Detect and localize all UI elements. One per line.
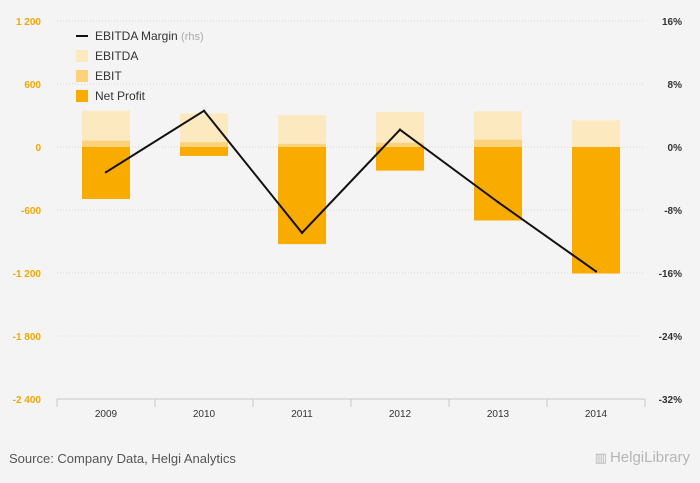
y-left-tick-label: -2 400 — [13, 395, 42, 406]
x-tick-label: 2009 — [95, 409, 118, 420]
bar-series — [82, 110, 620, 274]
grid-lines — [57, 20, 645, 400]
x-tick-label: 2012 — [389, 409, 412, 420]
ebitda-margin-point — [202, 109, 206, 112]
y-left-tick-label: 1 200 — [16, 17, 41, 28]
ebitda-margin-point — [300, 231, 304, 235]
y-right-tick-label: 8% — [668, 80, 683, 91]
logo-text: HelgiLibrary — [609, 449, 690, 466]
legend-swatch-ebitda — [76, 50, 88, 62]
legend-label-ebitda-margin: EBITDA Margin (rhs) — [95, 29, 204, 43]
y-right-tick-label: -24% — [659, 332, 682, 343]
legend-swatch-ebit — [76, 70, 88, 82]
ebitda-margin-point — [104, 171, 108, 174]
y-left-tick-label: -1 800 — [13, 332, 42, 343]
bar-ebitda — [278, 114, 326, 147]
y-right-tick-label: -16% — [659, 269, 682, 280]
bar-ebit — [474, 139, 522, 147]
y-left-tick-label: 600 — [24, 80, 41, 91]
y-left-tick-label: -1 200 — [13, 269, 42, 280]
y-right-tick-label: 0% — [668, 143, 683, 154]
library-icon: ▥ — [594, 449, 607, 465]
margin-line-series — [104, 109, 598, 273]
y-left-tick-label: -600 — [21, 206, 41, 217]
helgi-library-logo: ▥ HelgiLibrary — [595, 449, 690, 466]
x-tick-label: 2010 — [193, 409, 216, 420]
bar-ebit — [376, 142, 424, 147]
legend-label-ebitda: EBITDA — [95, 49, 138, 63]
bar-net-profit — [376, 147, 424, 171]
legend-label-ebit: EBIT — [95, 69, 122, 83]
y-right-tick-label: 16% — [662, 17, 682, 28]
combo-chart: 1 200 16% 600 8% 0 0% -600 -8% -1 200 -16% -1 800 -… — [13, 17, 682, 420]
bar-net-profit — [278, 147, 326, 245]
bar-net-profit — [572, 147, 620, 274]
bar-net-profit — [474, 147, 522, 221]
bar-ebit — [180, 142, 228, 147]
bar-ebit — [278, 143, 326, 147]
x-tick-label: 2014 — [585, 409, 608, 420]
bar-ebitda — [572, 120, 620, 147]
ebitda-margin-point — [594, 270, 598, 273]
ebitda-margin-point — [496, 200, 500, 204]
legend-rhs-note: (rhs) — [181, 31, 204, 43]
y-right-tick-label: -32% — [659, 395, 682, 406]
legend-swatch-net-profit — [76, 90, 88, 102]
ebitda-margin-line — [105, 109, 597, 273]
y-right-tick-label: -8% — [664, 206, 682, 217]
legend: EBITDA Margin (rhs) EBITDA EBIT Net Profit — [76, 29, 204, 103]
x-tick-label: 2013 — [487, 409, 510, 420]
source-note: Source: Company Data, Helgi Analytics — [9, 451, 236, 466]
y-left-tick-label: 0 — [35, 143, 41, 154]
bar-ebit — [82, 140, 130, 147]
bar-net-profit — [180, 147, 228, 156]
axes: 1 200 16% 600 8% 0 0% -600 -8% -1 200 -16% -1 800 -… — [13, 17, 682, 420]
x-tick-label: 2011 — [291, 409, 313, 420]
ebitda-margin-point — [398, 128, 402, 131]
legend-label-net-profit: Net Profit — [95, 89, 146, 103]
